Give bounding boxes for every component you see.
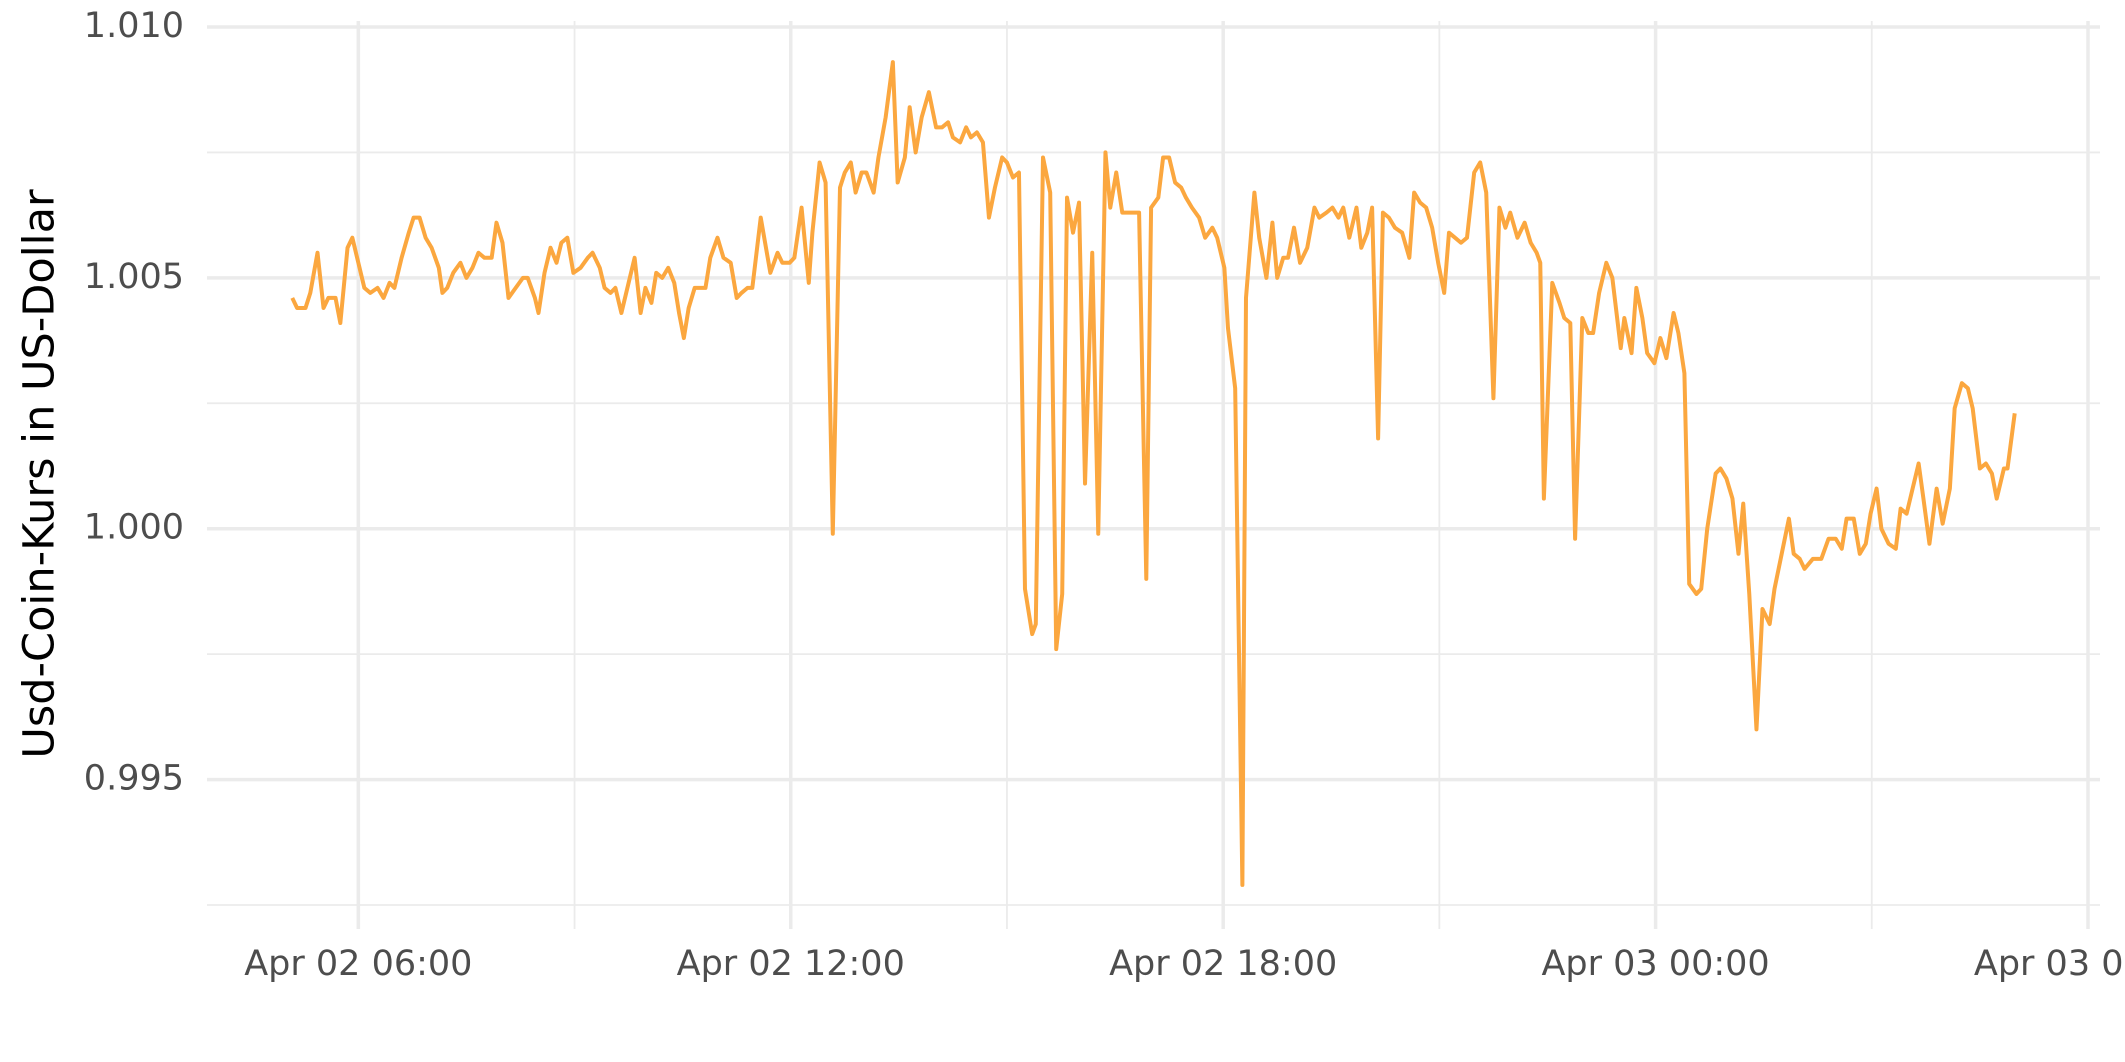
- y-tick-label: 1.000: [84, 508, 184, 548]
- x-tick-label: Apr 02 18:00: [1109, 944, 1337, 984]
- x-tick-label: Apr 03 00:00: [1541, 944, 1769, 984]
- y-tick-label: 1.010: [84, 6, 184, 46]
- price-line: [290, 60, 2017, 887]
- grid: [207, 21, 2100, 929]
- y-axis-title: Usd-Coin-Kurs in US-Dollar: [15, 189, 65, 759]
- x-tick-label: Apr 02 12:00: [677, 944, 905, 984]
- x-tick-label: Apr 02 06:00: [244, 944, 472, 984]
- y-tick-label: 0.995: [84, 759, 184, 799]
- x-tick-label: Apr 03 06:00: [1974, 944, 2125, 984]
- y-tick-label: 1.005: [84, 257, 184, 297]
